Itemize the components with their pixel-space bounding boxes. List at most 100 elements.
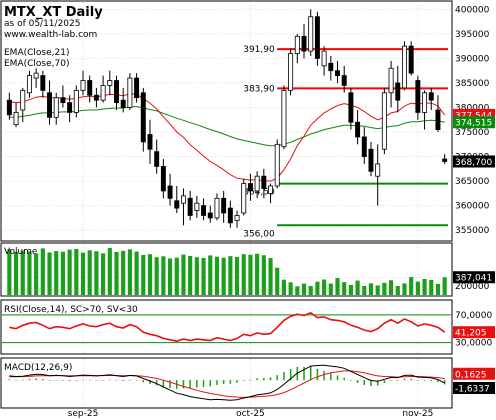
volume-bar bbox=[322, 279, 327, 295]
volume-bar bbox=[34, 253, 39, 295]
candle-down bbox=[301, 35, 307, 52]
candle-down bbox=[207, 212, 213, 219]
macd-histogram-bar bbox=[242, 380, 245, 381]
volume-bar bbox=[221, 257, 226, 295]
ema70-value-tag: 374,515 bbox=[455, 119, 492, 129]
volume-panel-frame bbox=[0, 242, 453, 297]
volume-bar bbox=[188, 255, 193, 295]
macd-histogram-bar bbox=[189, 380, 191, 389]
macd-signal-value-tag: 0,1625 bbox=[455, 370, 487, 380]
volume-value-tag: 387,041 bbox=[455, 274, 492, 284]
volume-bar bbox=[214, 256, 220, 295]
macd-histogram-bar bbox=[403, 378, 406, 381]
macd-histogram-bar bbox=[202, 380, 205, 387]
volume-bar bbox=[127, 249, 132, 295]
candle-up bbox=[214, 197, 220, 219]
macd-histogram-bar bbox=[263, 377, 265, 381]
macd-histogram-bar bbox=[229, 380, 232, 384]
rsi-panel-frame bbox=[0, 299, 453, 355]
volume-bar bbox=[147, 254, 153, 295]
candle-down bbox=[187, 197, 193, 216]
macd-histogram-bar bbox=[129, 379, 131, 381]
candle-up bbox=[281, 89, 287, 148]
macd-histogram-bar bbox=[316, 368, 319, 381]
volume-bar bbox=[342, 282, 347, 295]
candle-up bbox=[53, 97, 59, 118]
last-close-value-tag: 368,700 bbox=[455, 158, 492, 168]
candle-up bbox=[26, 75, 32, 94]
macd-histogram-bar bbox=[356, 380, 359, 383]
volume-bar bbox=[47, 252, 52, 295]
volume-bar bbox=[275, 267, 280, 295]
macd-histogram-bar bbox=[383, 380, 386, 383]
macd-histogram-bar bbox=[269, 377, 272, 381]
macd-histogram-bar bbox=[42, 379, 44, 381]
candle-up bbox=[321, 50, 327, 67]
rsi-value-tag-box bbox=[453, 326, 495, 339]
volume-bar bbox=[167, 258, 173, 295]
volume-bar bbox=[402, 283, 407, 295]
volume-layer bbox=[7, 247, 447, 295]
volume-bar bbox=[7, 249, 12, 295]
candle-down bbox=[87, 80, 93, 96]
support-label: 364,50 bbox=[243, 188, 275, 198]
candle-up bbox=[127, 77, 133, 108]
candle-down bbox=[140, 92, 146, 143]
volume-bar bbox=[355, 280, 360, 295]
price-layer: 391,90 383,90 364,50 356,00 bbox=[6, 9, 448, 239]
price-tick-label: 360000 bbox=[455, 202, 490, 212]
candle-down bbox=[428, 92, 434, 101]
macd-value-tag: -1,6337 bbox=[455, 385, 490, 395]
volume-bar bbox=[54, 251, 59, 295]
candle-down bbox=[355, 121, 361, 138]
macd-histogram-bar bbox=[276, 375, 278, 381]
volume-bar bbox=[154, 257, 159, 295]
support-label: 356,00 bbox=[243, 229, 275, 239]
price-tick-label: 400000 bbox=[455, 5, 490, 15]
volume-bar bbox=[87, 250, 92, 295]
candle-up bbox=[20, 89, 26, 111]
rsi-value-tag: 41,205 bbox=[455, 329, 487, 339]
volume-bar bbox=[395, 286, 400, 295]
ema21-label: EMA(Close,21) bbox=[4, 48, 69, 58]
macd-histogram-bar bbox=[343, 377, 345, 381]
macd-histogram-bar bbox=[135, 380, 138, 381]
candle-up bbox=[388, 67, 394, 94]
volume-bar bbox=[27, 251, 32, 295]
candle-down bbox=[348, 92, 354, 123]
candle-up bbox=[180, 195, 186, 204]
macd-histogram-bar bbox=[417, 380, 419, 381]
macd-histogram-bar bbox=[182, 380, 185, 389]
macd-histogram-bar bbox=[350, 380, 352, 381]
volume-bar bbox=[234, 257, 240, 295]
volume-bar bbox=[348, 284, 353, 295]
candle-up bbox=[422, 92, 428, 113]
macd-histogram-bar bbox=[162, 380, 165, 387]
volume-bar bbox=[208, 255, 213, 295]
candle-up bbox=[80, 80, 86, 91]
volume-value-tag-box bbox=[453, 271, 495, 284]
candle-up bbox=[13, 112, 19, 126]
volume-bar bbox=[94, 251, 99, 295]
macd-histogram-bar bbox=[283, 371, 285, 381]
candle-down bbox=[167, 185, 173, 199]
candle-down bbox=[442, 158, 448, 162]
candle-down bbox=[435, 109, 441, 130]
volume-bar bbox=[107, 247, 112, 295]
candle-down bbox=[368, 148, 374, 172]
candle-down bbox=[341, 75, 347, 86]
volume-bar bbox=[368, 283, 374, 295]
macd-histogram-bar bbox=[309, 366, 312, 381]
macd-histogram-bar bbox=[35, 378, 37, 381]
price-tick-label: 365000 bbox=[455, 177, 490, 187]
price-tick-label: 380000 bbox=[455, 104, 490, 114]
macd-histogram-bar bbox=[336, 375, 339, 381]
candle-up bbox=[308, 16, 314, 52]
volume-bar bbox=[201, 258, 206, 295]
macd-histogram-bar bbox=[216, 380, 218, 385]
candle-down bbox=[60, 97, 66, 103]
candle-down bbox=[67, 102, 73, 113]
volume-bar bbox=[442, 277, 447, 295]
macd-histogram-bar bbox=[142, 380, 145, 383]
